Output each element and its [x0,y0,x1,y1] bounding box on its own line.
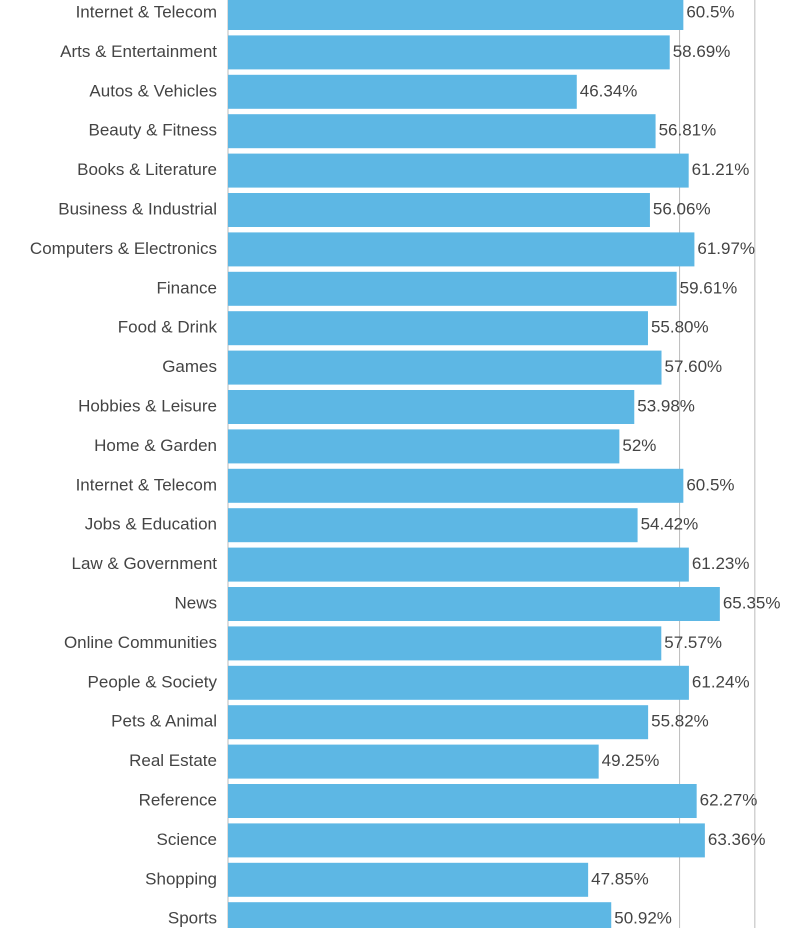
value-label: 57.60% [665,357,723,376]
bar [228,468,684,503]
value-label: 61.23% [692,554,750,573]
bar [228,784,697,818]
category-label: Real Estate [129,751,217,770]
bar [228,0,684,30]
value-label: 59.61% [680,278,738,297]
category-label: Sports [168,909,217,928]
value-label: 55.82% [651,712,709,731]
value-label: 58.69% [673,42,731,61]
value-label: 61.97% [697,239,755,258]
value-label: 57.57% [664,633,722,652]
value-label: 62.27% [700,790,758,809]
bar [228,153,689,188]
category-label: Shopping [145,869,217,888]
category-label: Internet & Telecom [76,475,217,494]
category-label: Finance [157,278,217,297]
bar [228,35,670,70]
bar [228,508,638,543]
category-label: People & Society [88,672,218,691]
value-label: 61.24% [692,672,750,691]
category-label: Online Communities [64,633,217,652]
category-label: Hobbies & Leisure [78,396,217,415]
value-label: 65.35% [723,593,781,612]
category-label: News [174,593,217,612]
value-label: 49.25% [602,751,660,770]
category-label: Business & Industrial [58,199,217,218]
bar [228,862,589,897]
bar [228,232,695,267]
category-label: Science [157,830,217,849]
category-label: Books & Literature [77,160,217,179]
value-label: 55.80% [651,318,709,337]
value-label: 52% [622,436,656,455]
category-label: Autos & Vehicles [89,81,217,100]
bar [228,390,635,424]
bar [228,626,662,661]
value-label: 50.92% [614,909,672,928]
category-label: Reference [139,790,217,809]
category-label: Pets & Animal [111,712,217,731]
category-label: Arts & Entertainment [60,42,217,61]
category-label: Law & Government [71,554,217,573]
bar [228,74,577,109]
value-label: 56.06% [653,199,711,218]
bar [228,350,662,385]
value-label: 60.5% [686,2,734,21]
bar [228,547,689,582]
category-label: Internet & Telecom [76,2,217,21]
value-label: 56.81% [659,121,717,140]
bar [228,705,649,740]
bar [228,311,648,346]
value-label: 60.5% [686,475,734,494]
bar [228,114,656,149]
bar [228,823,705,858]
bar [228,665,689,700]
bar [228,902,612,928]
bar [228,429,620,464]
value-label: 46.34% [580,81,638,100]
value-label: 61.21% [692,160,750,179]
category-label: Games [162,357,217,376]
category-label: Home & Garden [94,436,217,455]
bar [228,271,677,306]
value-label: 47.85% [591,869,649,888]
value-label: 54.42% [641,515,699,534]
category-label: Beauty & Fitness [88,121,217,140]
bar [228,744,599,779]
category-label: Jobs & Education [85,515,217,534]
category-label: Food & Drink [118,318,218,337]
value-label: 63.36% [708,830,766,849]
value-label: 53.98% [637,396,695,415]
bar [228,587,720,621]
category-label: Computers & Electronics [30,239,217,258]
bar [228,193,650,227]
